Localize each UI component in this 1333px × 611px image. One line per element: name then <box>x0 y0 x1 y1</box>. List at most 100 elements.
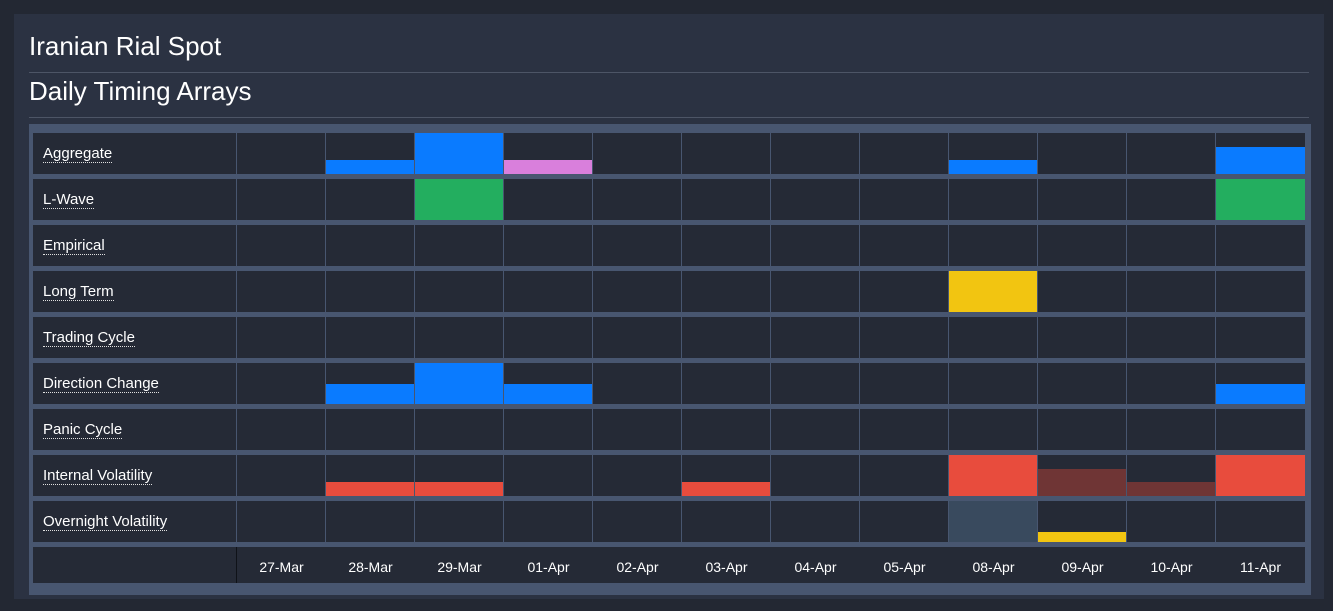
array-cell <box>1038 317 1127 358</box>
array-cell <box>1038 501 1127 542</box>
array-cell <box>326 133 415 174</box>
array-cell <box>1216 179 1305 220</box>
array-cell <box>949 409 1038 450</box>
date-cell: 04-Apr <box>771 547 860 583</box>
array-cell <box>682 179 771 220</box>
array-cell <box>415 455 504 496</box>
array-cell <box>504 179 593 220</box>
array-cell <box>682 133 771 174</box>
date-cell: 05-Apr <box>860 547 949 583</box>
array-cell <box>949 363 1038 404</box>
array-cell <box>1216 363 1305 404</box>
array-cell <box>1216 455 1305 496</box>
array-cell <box>771 271 860 312</box>
array-cell <box>1127 455 1216 496</box>
page-title: Iranian Rial Spot <box>29 31 222 61</box>
date-cell: 11-Apr <box>1216 547 1305 583</box>
array-cell <box>593 225 682 266</box>
array-cell <box>1038 225 1127 266</box>
row-label-link[interactable]: Long Term <box>43 283 114 301</box>
date-label: 01-Apr <box>527 559 570 575</box>
array-cell <box>682 317 771 358</box>
array-cell <box>1038 409 1127 450</box>
row-label-link[interactable]: Aggregate <box>43 145 113 163</box>
array-cell <box>326 409 415 450</box>
array-cell <box>237 455 326 496</box>
signal-bar <box>415 482 503 496</box>
array-cell <box>1038 271 1127 312</box>
array-cell <box>682 225 771 266</box>
date-cell: 27-Mar <box>237 547 326 583</box>
row-label-cell: Direction Change <box>33 363 237 404</box>
date-label: 05-Apr <box>883 559 926 575</box>
array-cell <box>949 179 1038 220</box>
row-label-cell: Panic Cycle <box>33 409 237 450</box>
date-label: 28-Mar <box>348 559 393 575</box>
date-axis-blank <box>33 547 237 583</box>
array-cell <box>771 179 860 220</box>
row-label-link[interactable]: L-Wave <box>43 191 95 209</box>
array-cell <box>237 363 326 404</box>
signal-bar <box>1216 179 1305 220</box>
array-cell <box>1127 225 1216 266</box>
date-label: 08-Apr <box>972 559 1015 575</box>
array-cell <box>771 225 860 266</box>
array-cell <box>326 501 415 542</box>
array-cell <box>237 271 326 312</box>
array-cell <box>682 363 771 404</box>
array-cell <box>593 133 682 174</box>
array-row: Direction Change <box>33 363 1305 404</box>
date-cell: 03-Apr <box>682 547 771 583</box>
array-cell <box>949 133 1038 174</box>
row-label-link[interactable]: Overnight Volatility <box>43 513 168 531</box>
signal-bar <box>1216 455 1305 496</box>
array-cell <box>1216 133 1305 174</box>
array-cell <box>504 363 593 404</box>
array-cell <box>415 317 504 358</box>
signal-bar <box>415 363 503 404</box>
page-subtitle: Daily Timing Arrays <box>29 76 252 106</box>
array-cell <box>1127 501 1216 542</box>
array-cell <box>237 501 326 542</box>
array-row: Aggregate <box>33 133 1305 174</box>
signal-bar <box>326 482 414 496</box>
array-cell <box>593 409 682 450</box>
array-row: Empirical <box>33 225 1305 266</box>
row-label-cell: Trading Cycle <box>33 317 237 358</box>
array-cell <box>860 455 949 496</box>
array-cell <box>326 455 415 496</box>
array-cell <box>415 363 504 404</box>
date-cell: 08-Apr <box>949 547 1038 583</box>
array-cell <box>860 271 949 312</box>
signal-bar <box>949 271 1037 312</box>
array-cell <box>860 501 949 542</box>
signal-bar <box>1216 383 1305 404</box>
array-cell <box>771 317 860 358</box>
array-row: Long Term <box>33 271 1305 312</box>
array-cell <box>1216 317 1305 358</box>
array-cell <box>415 271 504 312</box>
row-label-link[interactable]: Trading Cycle <box>43 329 135 347</box>
array-cell <box>860 133 949 174</box>
row-label-link[interactable]: Internal Volatility <box>43 467 153 485</box>
array-cell <box>1216 225 1305 266</box>
row-label-link[interactable]: Panic Cycle <box>43 421 123 439</box>
array-row: Panic Cycle <box>33 409 1305 450</box>
row-label-cell: Long Term <box>33 271 237 312</box>
array-row: L-Wave <box>33 179 1305 220</box>
array-cell <box>949 455 1038 496</box>
row-label-link[interactable]: Direction Change <box>43 375 159 393</box>
signal-bar <box>949 455 1037 496</box>
row-label-link[interactable]: Empirical <box>43 237 105 255</box>
array-cell <box>1127 363 1216 404</box>
array-cell <box>237 133 326 174</box>
signal-bar <box>1038 531 1126 542</box>
array-cell <box>415 501 504 542</box>
array-cell <box>771 455 860 496</box>
date-cell: 02-Apr <box>593 547 682 583</box>
array-cell <box>1038 363 1127 404</box>
array-cell <box>326 225 415 266</box>
date-cell: 10-Apr <box>1127 547 1216 583</box>
array-cell <box>682 455 771 496</box>
array-cell <box>237 317 326 358</box>
